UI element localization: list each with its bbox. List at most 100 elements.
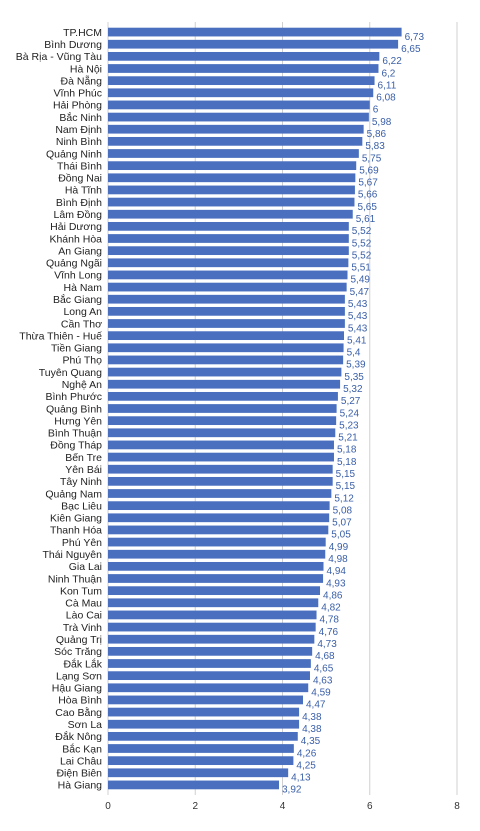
value-label: 6	[373, 105, 379, 116]
value-label: 5,49	[351, 275, 371, 286]
category-label: Hà Nội	[70, 63, 102, 75]
value-label: 5,12	[334, 493, 354, 504]
category-label: Khánh Hòa	[49, 233, 102, 245]
category-label: Thái Bình	[57, 160, 102, 172]
category-label: Kon Tum	[60, 585, 102, 597]
bar	[108, 234, 349, 243]
bar	[108, 744, 294, 753]
category-label: Phú Yên	[62, 537, 102, 549]
bar	[108, 161, 357, 171]
value-label: 4,38	[302, 712, 322, 723]
value-label: 5,15	[336, 469, 356, 480]
value-label: 5,43	[348, 299, 368, 310]
category-label: Quảng Ninh	[46, 148, 102, 160]
bar	[108, 136, 363, 146]
x-tick-label: 4	[280, 801, 286, 812]
bar	[108, 404, 337, 413]
bar	[108, 39, 399, 49]
value-label: 4,65	[314, 663, 334, 674]
bar	[108, 149, 359, 158]
category-label: Điện Biên	[56, 768, 102, 780]
value-label: 5,41	[347, 335, 367, 346]
category-label: Quảng Ngãi	[46, 258, 102, 270]
value-label: 5,52	[352, 226, 372, 237]
value-label: 5,05	[331, 530, 351, 541]
category-label: Bến Tre	[65, 452, 102, 464]
value-label: 5,18	[337, 445, 357, 456]
value-label: 5,39	[346, 360, 366, 371]
category-label: Đồng Tháp	[50, 440, 102, 452]
category-label: Cần Thơ	[61, 318, 102, 330]
value-label: 5,23	[339, 420, 359, 431]
bar	[108, 671, 310, 681]
bar	[108, 124, 364, 134]
bar	[108, 246, 349, 256]
value-label: 6,65	[401, 44, 421, 55]
value-label: 4,63	[313, 675, 333, 686]
category-label: Hải Dương	[50, 221, 102, 233]
value-label: 4,86	[323, 590, 343, 601]
category-label: Vĩnh Phúc	[54, 88, 102, 100]
bar	[108, 428, 336, 438]
category-label: Hà Nam	[63, 282, 102, 294]
category-label: Sơn La	[68, 719, 102, 731]
category-label: Bình Dương	[44, 39, 102, 51]
value-label: 5,18	[337, 457, 357, 468]
bar	[108, 306, 345, 316]
category-label: An Giang	[58, 245, 102, 257]
bar	[108, 561, 324, 571]
value-label: 4,82	[321, 603, 341, 614]
bar	[108, 64, 379, 73]
value-label: 5,15	[336, 481, 356, 492]
value-label: 4,68	[315, 651, 335, 662]
bar	[108, 622, 316, 632]
x-tick-label: 2	[192, 801, 198, 812]
value-label: 6,08	[376, 93, 396, 104]
bar	[108, 476, 333, 486]
value-label: 4,99	[329, 542, 349, 553]
category-label: Ninh Bình	[56, 136, 102, 148]
bar	[108, 574, 324, 583]
value-label: 5,51	[351, 263, 371, 274]
category-label: Cà Mau	[65, 598, 102, 610]
bar	[108, 258, 349, 268]
category-label: Bạc Liêu	[61, 500, 102, 512]
value-label: 5,61	[356, 214, 376, 225]
bar	[108, 112, 369, 122]
value-label: 5,67	[358, 178, 378, 189]
bar	[108, 525, 329, 535]
bar	[108, 780, 280, 790]
bar	[108, 319, 345, 328]
category-label: Hưng Yên	[54, 415, 102, 427]
category-label: Vĩnh Long	[54, 270, 102, 282]
value-label: 5,52	[352, 238, 372, 249]
bar	[108, 610, 317, 620]
category-label: Đắk Nông	[55, 730, 102, 743]
bar	[108, 185, 355, 195]
bar	[108, 731, 298, 741]
category-label: Bình Phước	[45, 391, 102, 403]
category-label: Tiền Giang	[51, 343, 102, 355]
category-label: Quảng Nam	[45, 488, 102, 500]
category-label: Thái Nguyên	[42, 549, 102, 561]
value-label: 4,47	[306, 700, 326, 711]
category-label: Thừa Thiên - Huế	[19, 330, 102, 342]
x-axis-ticks: 0 2 4 6 8	[105, 801, 460, 812]
bar	[108, 76, 375, 86]
x-tick-label: 8	[454, 801, 460, 812]
category-label: Hà Tĩnh	[65, 185, 102, 197]
bar	[108, 197, 355, 207]
bar	[108, 586, 321, 596]
value-label: 5,43	[348, 323, 368, 334]
category-label: Đồng Nai	[58, 173, 102, 185]
value-label: 4,93	[326, 578, 346, 589]
category-label: TP.HCM	[63, 27, 102, 39]
bar	[108, 27, 402, 37]
value-label: 5,27	[341, 396, 361, 407]
bar	[108, 88, 374, 98]
value-label: 6,11	[378, 80, 397, 91]
category-label: Bình Định	[56, 197, 102, 209]
category-label: Tuyên Quang	[39, 367, 102, 379]
value-label: 5,75	[362, 153, 382, 164]
